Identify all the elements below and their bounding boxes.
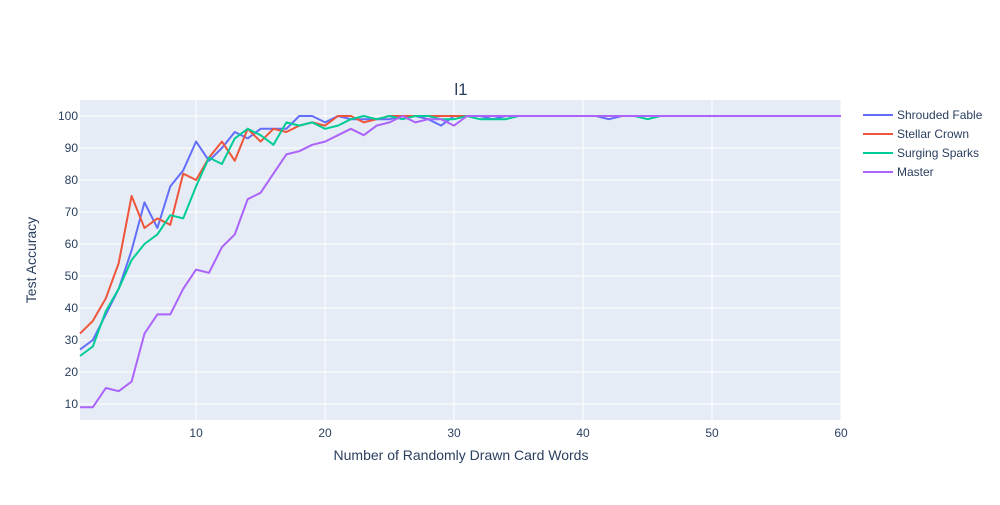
x-tick-label: 20 [318, 426, 332, 440]
y-axis-label: Test Accuracy [23, 217, 39, 303]
y-tick-label: 40 [65, 301, 79, 315]
legend-label: Stellar Crown [897, 127, 969, 141]
plot-background [80, 100, 841, 420]
x-tick-label: 30 [447, 426, 461, 440]
legend-item[interactable]: Master [863, 165, 934, 179]
y-tick-label: 100 [58, 109, 78, 123]
y-tick-label: 30 [65, 333, 79, 347]
x-axis-label: Number of Randomly Drawn Card Words [334, 447, 589, 463]
legend-label: Master [897, 165, 934, 179]
chart-title: l1 [454, 80, 467, 99]
y-tick-label: 50 [65, 269, 79, 283]
x-tick-label: 10 [189, 426, 203, 440]
legend: Shrouded Fable Stellar Crown Surging Spark… [863, 108, 983, 179]
x-tick-label: 60 [834, 426, 848, 440]
legend-item[interactable]: Stellar Crown [863, 127, 969, 141]
y-axis-ticks: 10 20 30 40 50 60 70 80 90 100 [58, 109, 78, 411]
legend-item[interactable]: Shrouded Fable [863, 108, 983, 122]
y-tick-label: 90 [65, 141, 79, 155]
x-tick-label: 50 [705, 426, 719, 440]
x-tick-label: 40 [576, 426, 590, 440]
legend-item[interactable]: Surging Sparks [863, 146, 979, 160]
y-tick-label: 60 [65, 237, 79, 251]
y-tick-label: 80 [65, 173, 79, 187]
grid-lines [80, 100, 842, 420]
legend-label: Surging Sparks [897, 146, 979, 160]
series-lines [79, 115, 841, 409]
y-tick-label: 20 [65, 365, 79, 379]
y-tick-label: 10 [65, 397, 79, 411]
series-line [80, 115, 841, 409]
legend-label: Shrouded Fable [897, 108, 983, 122]
x-axis-ticks: 10 20 30 40 50 60 [189, 426, 848, 440]
y-tick-label: 70 [65, 205, 79, 219]
